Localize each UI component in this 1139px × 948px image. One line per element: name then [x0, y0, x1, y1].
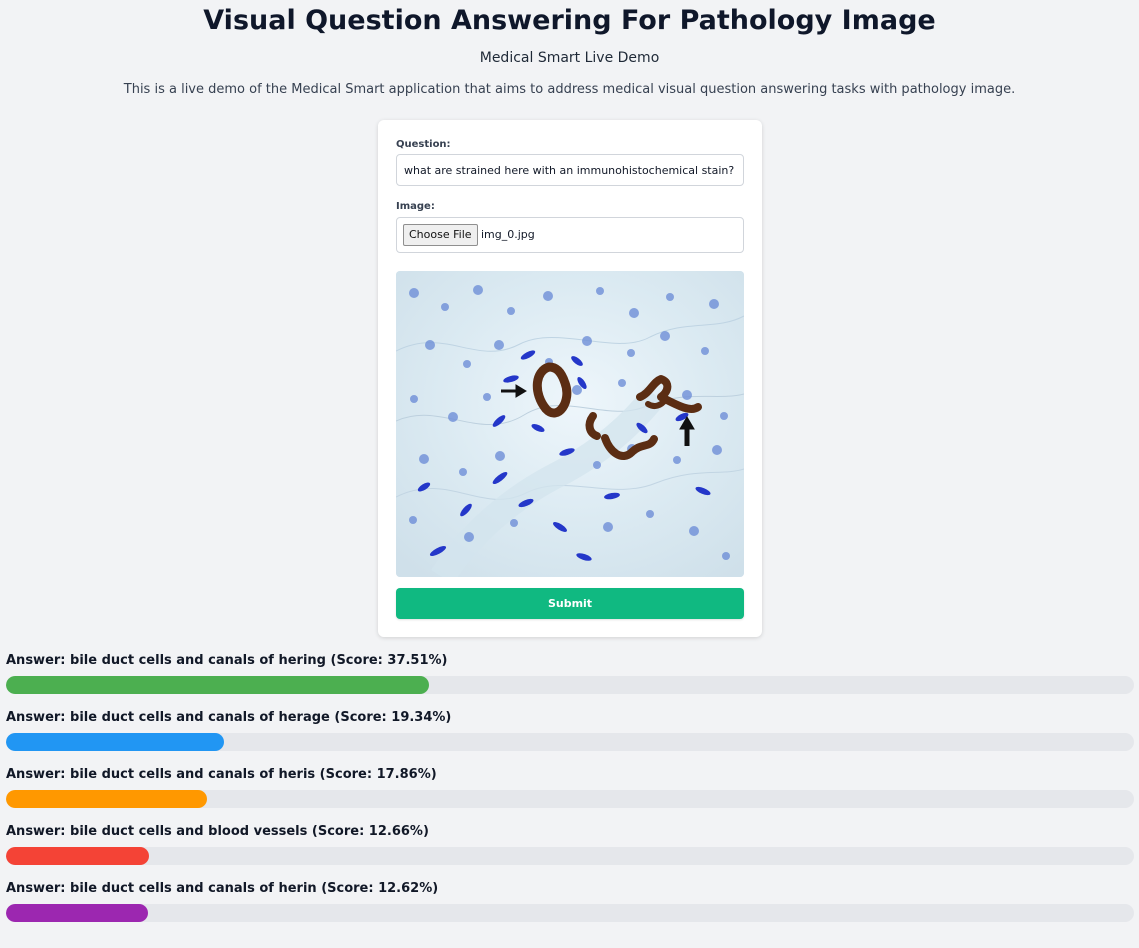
score-progress-track — [6, 676, 1134, 694]
page-subtitle: Medical Smart Live Demo — [479, 50, 660, 66]
answer-text: Answer: bile duct cells and blood vessel… — [6, 824, 429, 839]
score-progress-fill — [6, 904, 149, 922]
score-progress-track — [6, 847, 1134, 865]
question-input[interactable] — [396, 154, 744, 186]
image-label: Image: — [396, 201, 435, 212]
score-progress-fill — [6, 676, 430, 694]
page-description: This is a live demo of the Medical Smart… — [123, 82, 1016, 97]
page-title: Visual Question Answering For Pathology … — [203, 5, 936, 36]
choose-file-button[interactable]: Choose File — [403, 224, 478, 246]
answer-result-1: Answer: bile duct cells and canals of he… — [6, 650, 1134, 707]
answer-text: Answer: bile duct cells and canals of he… — [6, 653, 448, 668]
score-progress-fill — [6, 847, 149, 865]
answer-result-4: Answer: bile duct cells and blood vessel… — [6, 821, 1134, 878]
answer-result-5: Answer: bile duct cells and canals of he… — [6, 878, 1134, 935]
answer-results: Answer: bile duct cells and canals of he… — [6, 650, 1134, 935]
pathology-image-preview — [396, 271, 744, 577]
answer-result-3: Answer: bile duct cells and canals of he… — [6, 764, 1134, 821]
answer-text: Answer: bile duct cells and canals of he… — [6, 881, 439, 896]
image-file-input[interactable]: Choose File img_0.jpg — [396, 217, 744, 253]
score-progress-track — [6, 904, 1134, 922]
submit-button[interactable]: Submit — [396, 588, 744, 619]
vqa-form-card: Question: Image: Choose File img_0.jpg — [378, 120, 762, 637]
score-progress-track — [6, 733, 1134, 751]
answer-result-2: Answer: bile duct cells and canals of he… — [6, 707, 1134, 764]
score-progress-track — [6, 790, 1134, 808]
answer-text: Answer: bile duct cells and canals of he… — [6, 767, 437, 782]
pathology-image-illustration — [396, 271, 744, 577]
score-progress-fill — [6, 733, 225, 751]
question-label: Question: — [396, 139, 451, 150]
answer-text: Answer: bile duct cells and canals of he… — [6, 710, 452, 725]
selected-file-name: img_0.jpg — [481, 228, 535, 241]
score-progress-fill — [6, 790, 208, 808]
